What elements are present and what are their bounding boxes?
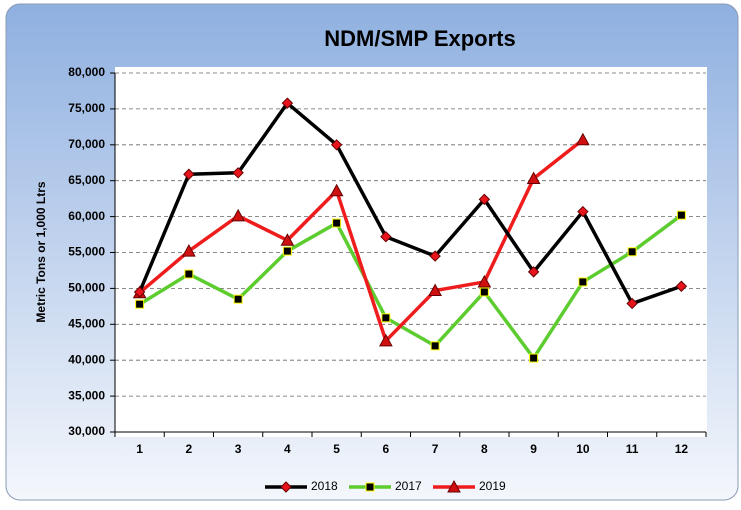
data-point: [330, 139, 343, 151]
data-point: [527, 266, 540, 278]
data-point: [430, 341, 440, 351]
y-tick-label: 65,000: [68, 173, 105, 187]
x-tick-label: 10: [576, 442, 590, 456]
x-tick-label: 7: [432, 442, 439, 456]
data-point: [529, 353, 539, 363]
series-line: [138, 101, 682, 306]
y-tick-label: 55,000: [68, 245, 105, 259]
data-point: [280, 233, 295, 246]
data-point: [675, 280, 688, 292]
y-tick-label: 60,000: [68, 209, 105, 223]
y-tick-label: 40,000: [68, 352, 105, 366]
data-point: [627, 247, 637, 257]
legend-marker: [447, 479, 461, 493]
y-tick-label: 50,000: [68, 281, 105, 295]
x-tick-label: 5: [333, 442, 340, 456]
y-tick-label: 70,000: [68, 137, 105, 151]
data-point: [577, 205, 589, 218]
data-point: [380, 230, 392, 243]
data-point: [477, 274, 492, 288]
data-point: [135, 299, 145, 309]
y-axis-label: Metric Tons or 1,000 Ltrs: [34, 181, 48, 322]
data-point: [576, 132, 590, 146]
legend-label: 2017: [395, 479, 422, 493]
x-tick-label: 4: [284, 442, 291, 456]
data-point: [379, 333, 393, 347]
data-point: [526, 171, 541, 185]
data-point: [329, 183, 344, 197]
data-point: [332, 218, 342, 228]
y-tick-label: 80,000: [68, 65, 105, 79]
x-tick-label: 2: [186, 442, 193, 456]
data-point: [281, 97, 294, 109]
y-tick-label: 35,000: [68, 388, 105, 402]
x-tick-label: 9: [530, 442, 537, 456]
x-tick-label: 12: [675, 442, 689, 456]
y-tick-label: 75,000: [68, 101, 105, 115]
data-point: [429, 250, 441, 262]
chart-title: NDM/SMP Exports: [324, 26, 516, 51]
data-point: [183, 168, 195, 180]
legend-marker: [365, 482, 375, 492]
data-point: [626, 297, 638, 310]
data-point: [233, 294, 243, 304]
legend-label: 2019: [479, 479, 506, 493]
data-point: [184, 269, 194, 279]
data-point: [133, 286, 146, 298]
plot-area: [115, 67, 707, 437]
data-point: [381, 313, 391, 323]
data-point: [182, 244, 196, 257]
y-tick-label: 30,000: [68, 424, 105, 438]
legend-marker: [280, 481, 292, 493]
x-tick-label: 1: [136, 442, 143, 456]
x-tick-label: 8: [481, 442, 488, 456]
x-tick-label: 6: [383, 442, 390, 456]
data-point: [676, 210, 686, 220]
data-point: [282, 246, 292, 256]
y-tick-label: 45,000: [68, 316, 105, 330]
x-tick-label: 3: [235, 442, 242, 456]
data-point: [428, 283, 442, 297]
data-point: [232, 167, 244, 179]
series-line: [138, 138, 584, 343]
data-point: [479, 287, 489, 297]
series-line: [138, 213, 683, 360]
data-point: [578, 277, 588, 287]
data-point: [478, 193, 491, 206]
data-point: [231, 208, 245, 222]
legend-label: 2018: [311, 479, 338, 493]
x-tick-label: 11: [626, 442, 639, 456]
